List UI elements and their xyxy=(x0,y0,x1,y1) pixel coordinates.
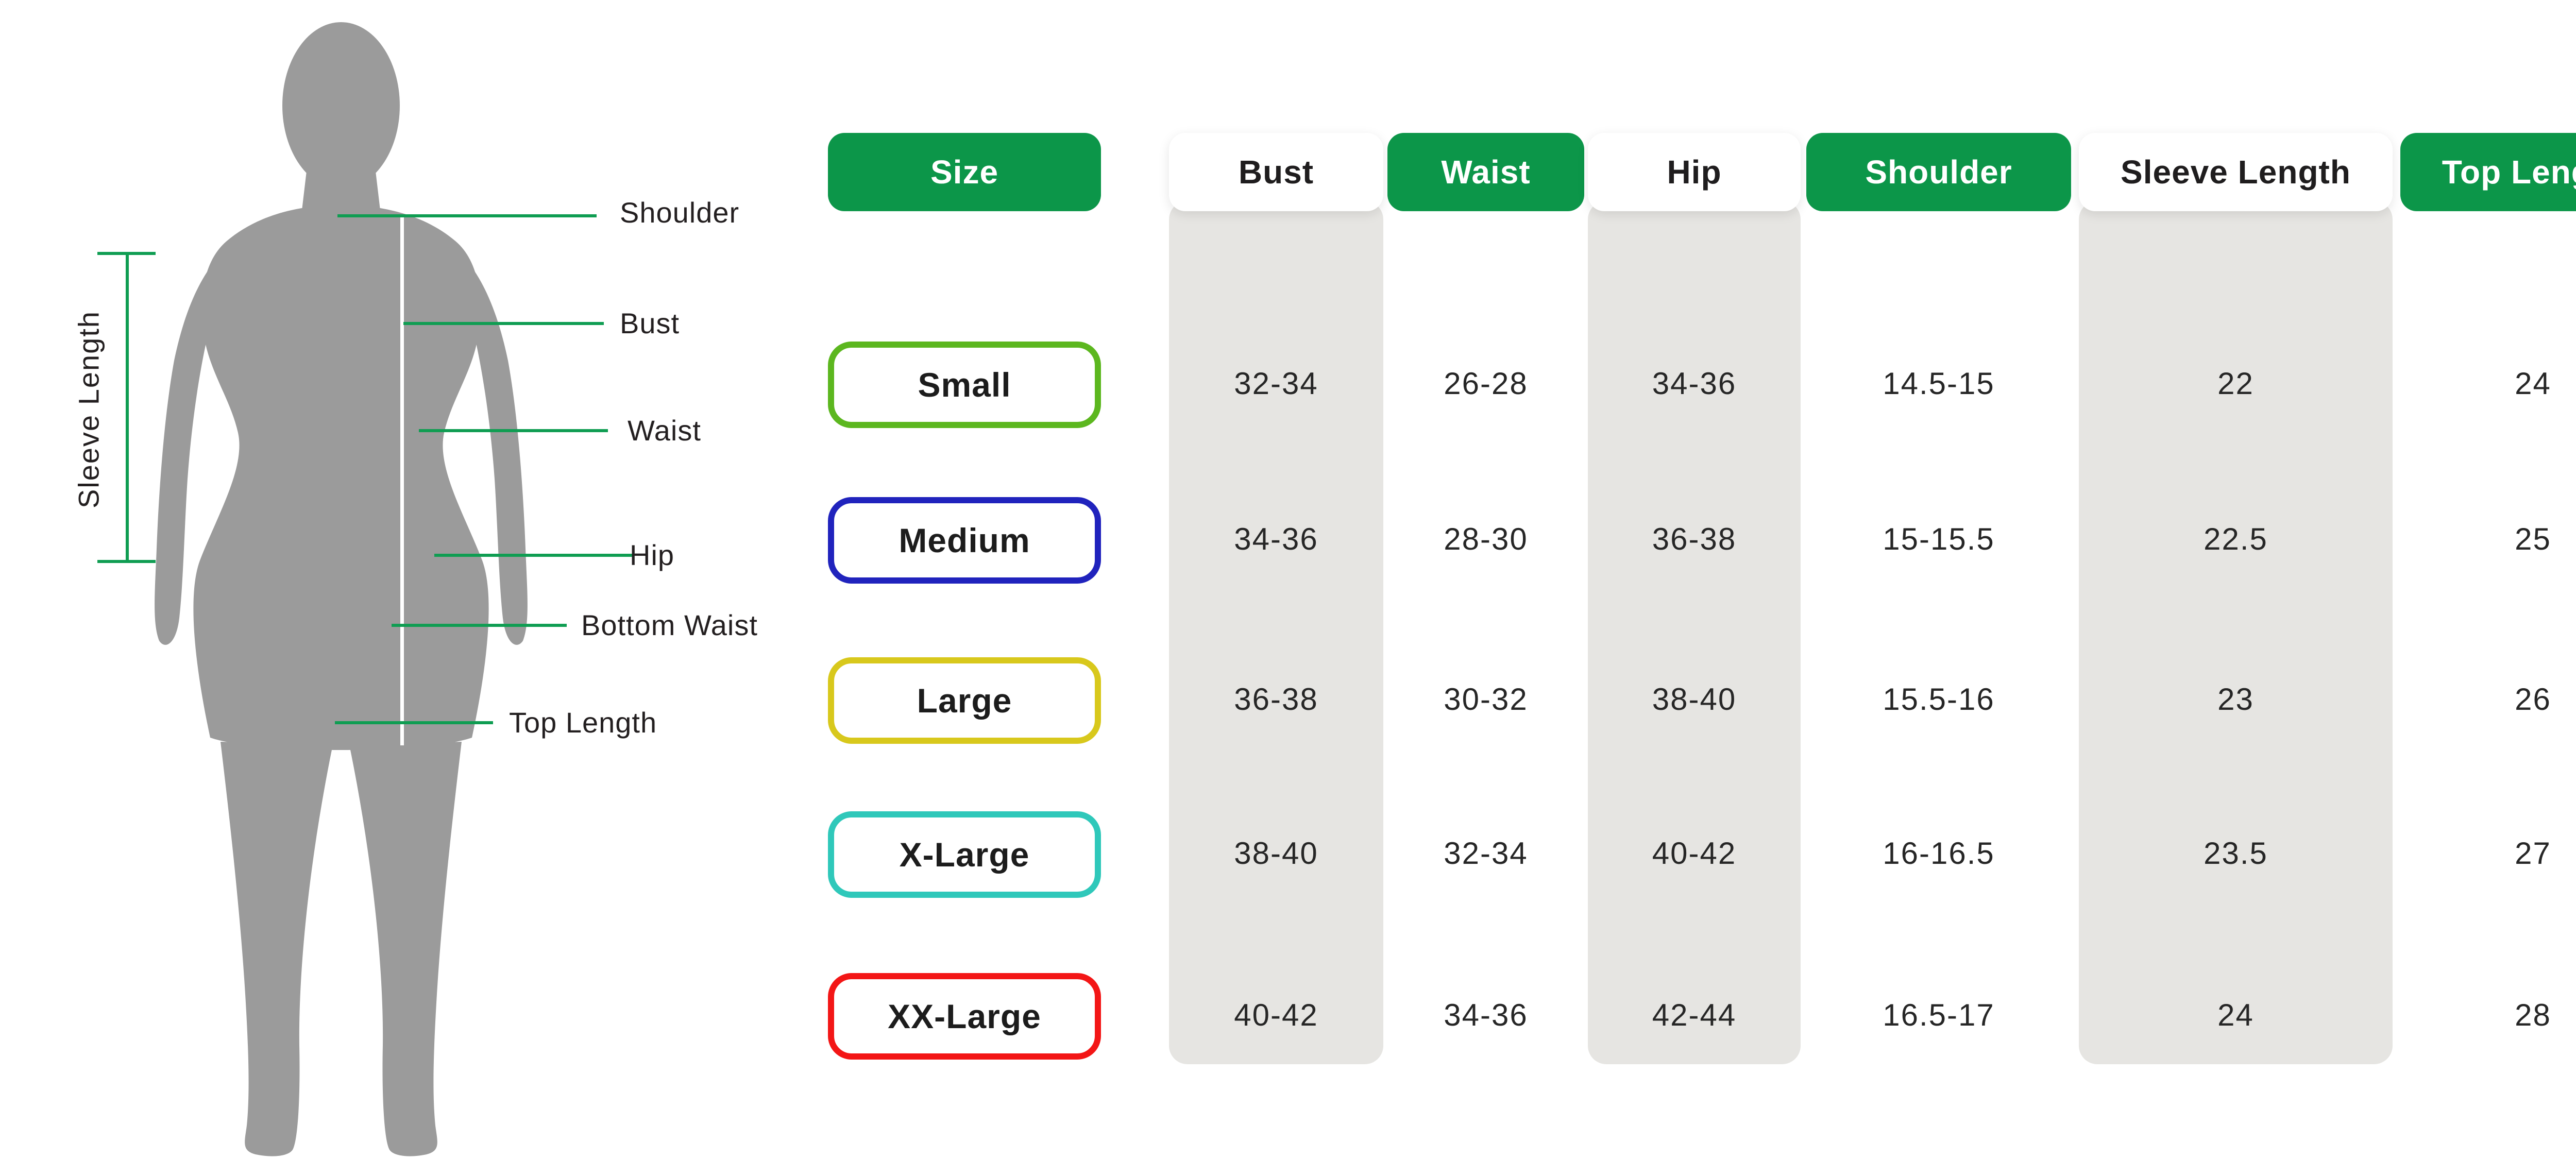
cell-xx-large-shoulder: 16.5-17 xyxy=(1883,998,1995,1032)
cell-small-top-length: 24 xyxy=(2515,366,2551,401)
hip-measurement-line xyxy=(434,554,633,557)
cell-medium-bust: 34-36 xyxy=(1234,522,1318,556)
column-bg-bust xyxy=(1169,201,1383,1064)
cell-x-large-top-length: 27 xyxy=(2515,836,2551,871)
table-row-small: 32-34 26-28 34-36 14.5-15 22 24 26-28 xyxy=(0,353,2576,415)
table-row-x-large: 38-40 32-34 40-42 16-16.5 23.5 27 32-34 xyxy=(0,823,2576,884)
cell-medium-sleeve-length: 22.5 xyxy=(2204,522,2268,556)
bust-measurement-line xyxy=(403,322,604,325)
cell-xx-large-bust: 40-42 xyxy=(1234,998,1318,1032)
header-sleeve-length: Sleeve Length xyxy=(2079,133,2393,211)
header-bust: Bust xyxy=(1169,133,1383,211)
table-row-medium: 34-36 28-30 36-38 15-15.5 22.5 25 28-30 xyxy=(0,508,2576,570)
size-tile-small: Small xyxy=(828,342,1101,428)
label-top-length: Top Length xyxy=(509,706,657,739)
cell-large-hip: 38-40 xyxy=(1652,682,1737,717)
cell-xx-large-hip: 42-44 xyxy=(1652,998,1737,1032)
column-bg-hip xyxy=(1588,201,1801,1064)
cell-x-large-bust: 38-40 xyxy=(1234,836,1318,871)
cell-large-waist: 30-32 xyxy=(1444,682,1528,717)
cell-small-bust: 32-34 xyxy=(1234,366,1318,401)
header-size: Size xyxy=(828,133,1101,211)
cell-x-large-sleeve-length: 23.5 xyxy=(2204,836,2268,871)
cell-large-shoulder: 15.5-16 xyxy=(1883,682,1995,717)
cell-medium-shoulder: 15-15.5 xyxy=(1883,522,1995,556)
label-waist: Waist xyxy=(628,414,701,447)
cell-medium-top-length: 25 xyxy=(2515,522,2551,556)
header-shoulder: Shoulder xyxy=(1806,133,2071,211)
size-tile-large: Large xyxy=(828,657,1101,744)
waist-measurement-line xyxy=(419,429,608,432)
cell-x-large-waist: 32-34 xyxy=(1444,836,1528,871)
cell-xx-large-sleeve-length: 24 xyxy=(2217,998,2254,1032)
header-waist: Waist xyxy=(1387,133,1584,211)
cell-medium-hip: 36-38 xyxy=(1652,522,1737,556)
cell-medium-waist: 28-30 xyxy=(1444,522,1528,556)
top-length-vertical-guide-line xyxy=(400,216,404,745)
cell-large-sleeve-length: 23 xyxy=(2217,682,2254,717)
table-row-large: 36-38 30-32 38-40 15.5-16 23 26 30-32 xyxy=(0,669,2576,730)
size-tile-medium: Medium xyxy=(828,497,1101,584)
cell-large-top-length: 26 xyxy=(2515,682,2551,717)
cell-xx-large-top-length: 28 xyxy=(2515,998,2551,1032)
label-shoulder: Shoulder xyxy=(620,196,740,229)
cell-small-waist: 26-28 xyxy=(1444,366,1528,401)
label-hip: Hip xyxy=(630,539,675,571)
column-bg-sleeve-length xyxy=(2079,201,2393,1064)
top-length-measurement-line xyxy=(335,721,493,724)
sleeve-length-bottom-tick xyxy=(97,560,156,563)
cell-small-hip: 34-36 xyxy=(1652,366,1737,401)
cell-small-sleeve-length: 22 xyxy=(2217,366,2254,401)
female-silhouette-figure xyxy=(155,22,528,1156)
header-top-length: Top Length xyxy=(2400,133,2576,211)
table-row-xx-large: 40-42 34-36 42-44 16.5-17 24 28 34-36 xyxy=(0,984,2576,1046)
size-tile-x-large: X-Large xyxy=(828,811,1101,898)
cell-x-large-hip: 40-42 xyxy=(1652,836,1737,871)
cell-x-large-shoulder: 16-16.5 xyxy=(1883,836,1995,871)
cell-xx-large-waist: 34-36 xyxy=(1444,998,1528,1032)
shoulder-measurement-line xyxy=(337,214,597,217)
cell-small-shoulder: 14.5-15 xyxy=(1883,366,1995,401)
label-bottom-waist: Bottom Waist xyxy=(581,609,758,641)
size-tile-xx-large: XX-Large xyxy=(828,973,1101,1060)
sleeve-length-top-tick xyxy=(97,252,156,255)
cell-large-bust: 36-38 xyxy=(1234,682,1318,717)
sleeve-length-bracket-line xyxy=(126,253,129,561)
bottom-waist-measurement-line xyxy=(392,624,567,627)
header-hip: Hip xyxy=(1588,133,1801,211)
label-bust: Bust xyxy=(620,307,680,339)
